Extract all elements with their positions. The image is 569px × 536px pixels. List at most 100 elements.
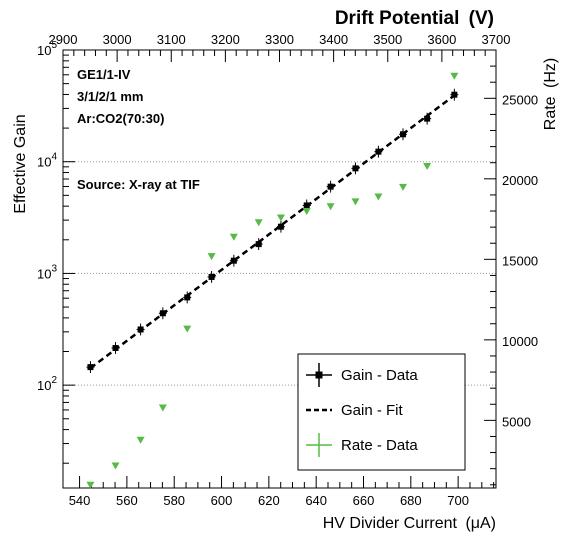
x2-axis-title: Drift Potential (V) — [335, 8, 494, 29]
rate-marker — [112, 462, 120, 469]
x2-tick-label-3200: 3200 — [211, 32, 240, 47]
y-tick-label-1e3: 103 — [37, 263, 57, 281]
x2-axis-ticks: 2900 3000 3100 3200 3300 3400 3500 3600 3700 — [49, 32, 511, 62]
gain-marker — [256, 241, 262, 247]
x-axis-title: HV Divider Current (μA) — [323, 515, 496, 532]
gain-point — [327, 181, 335, 193]
y2-tick-label-10000: 10000 — [502, 334, 538, 349]
gain-marker — [304, 202, 310, 208]
x-tick-label-560: 560 — [116, 493, 138, 508]
annotation-detector: GE1/1-IV — [77, 67, 131, 82]
y-tick-label-base: 10 — [37, 155, 51, 170]
x-tick-label-680: 680 — [400, 493, 422, 508]
y-tick-label-1e5: 105 — [37, 40, 57, 58]
gain-marker — [184, 294, 190, 300]
y-tick-label-exponent: 4 — [51, 152, 57, 163]
gain-marker — [209, 274, 215, 280]
rate-marker — [351, 198, 359, 205]
rate-marker — [208, 253, 216, 260]
y-tick-label-1e4: 104 — [37, 152, 57, 170]
x2-tick-label-3100: 3100 — [157, 32, 186, 47]
y-axis-title: Effective Gain — [12, 114, 29, 213]
gain-point — [399, 128, 407, 140]
y-tick-label-base: 10 — [37, 43, 51, 58]
x2-tick-label-3400: 3400 — [319, 32, 348, 47]
x2-tick-label-3000: 3000 — [103, 32, 132, 47]
x-tick-label-540: 540 — [69, 493, 91, 508]
gain-fit-series — [90, 95, 454, 368]
annotation-source: Source: X-ray at TIF — [77, 177, 200, 192]
rate-marker — [450, 73, 458, 80]
gain-marker — [328, 184, 334, 190]
x2-axis-title-unit: (V) — [469, 8, 494, 29]
legend-gain-data-label: Gain - Data — [341, 367, 418, 384]
gain-point — [159, 307, 167, 319]
gain-marker — [87, 364, 93, 370]
x2-tick-label-3700: 3700 — [482, 32, 511, 47]
gain-point — [208, 271, 216, 283]
x-tick-label-580: 580 — [163, 493, 185, 508]
y-tick-label-1e2: 102 — [37, 375, 57, 393]
x-tick-label-620: 620 — [258, 493, 280, 508]
legend: Gain - Data Gain - Fit Rate - Data — [298, 354, 465, 470]
gain-marker — [160, 310, 166, 316]
gain-point — [86, 361, 94, 373]
gain-marker — [113, 345, 119, 351]
gain-point — [137, 324, 145, 336]
x-tick-label-660: 660 — [353, 493, 375, 508]
rate-marker — [255, 219, 263, 226]
x2-tick-label-3300: 3300 — [265, 32, 294, 47]
x2-axis-title-main: Drift Potential — [335, 8, 460, 29]
rate-marker — [303, 208, 311, 215]
x-axis-ticks: 540 560 580 600 620 640 660 680 700 — [69, 476, 494, 508]
y2-tick-label-20000: 20000 — [502, 173, 538, 188]
gain-marker — [400, 131, 406, 137]
y2-axis-title: Rate (Hz) — [542, 58, 559, 130]
x2-tick-label-3600: 3600 — [427, 32, 456, 47]
rate-marker — [137, 437, 145, 444]
gain-point — [351, 162, 359, 174]
rate-marker — [399, 184, 407, 191]
legend-gain-data-marker — [316, 372, 323, 379]
gain-marker — [352, 165, 358, 171]
gain-point — [112, 342, 120, 354]
gain-marker — [231, 258, 237, 264]
y2-axis-title-unit: (Hz) — [542, 58, 559, 88]
y-tick-label-exponent: 3 — [51, 263, 57, 274]
x-tick-label-640: 640 — [305, 493, 327, 508]
x-tick-label-700: 700 — [447, 493, 469, 508]
gain-point — [230, 255, 238, 267]
rate-marker — [159, 404, 167, 411]
y-tick-label-exponent: 2 — [51, 375, 57, 386]
rate-marker — [230, 234, 238, 241]
x-tick-label-600: 600 — [211, 493, 233, 508]
gain-data-series — [86, 89, 458, 373]
y-tick-label-base: 10 — [37, 378, 51, 393]
y2-tick-label-15000: 15000 — [502, 253, 538, 268]
annotation-gas: Ar:CO2(70:30) — [77, 111, 164, 126]
y2-axis-ticks: 5000 10000 15000 20000 25000 — [484, 50, 538, 485]
gain-marker — [424, 116, 430, 122]
rate-marker — [277, 214, 285, 221]
x-axis-title-unit: (μA) — [465, 515, 496, 532]
x-axis-title-main: HV Divider Current — [323, 515, 458, 532]
legend-gain-fit-label: Gain - Fit — [341, 402, 404, 419]
legend-rate-data-label: Rate - Data — [341, 437, 418, 454]
y2-axis-title-main: Rate — [542, 96, 559, 130]
gain-marker — [451, 92, 457, 98]
annotation-gaps: 3/1/2/1 mm — [77, 89, 144, 104]
gain-marker — [375, 149, 381, 155]
rate-marker — [183, 326, 191, 333]
gain-fit-line — [90, 95, 454, 368]
y-tick-label-exponent: 5 — [51, 40, 57, 51]
grid-lines — [63, 162, 496, 385]
y-tick-label-base: 10 — [37, 266, 51, 281]
y2-tick-label-25000: 25000 — [502, 92, 538, 107]
x2-tick-label-3500: 3500 — [373, 32, 402, 47]
y2-tick-label-5000: 5000 — [502, 414, 531, 429]
gain-marker — [138, 326, 144, 332]
rate-marker — [374, 194, 382, 201]
rate-marker — [327, 203, 335, 210]
